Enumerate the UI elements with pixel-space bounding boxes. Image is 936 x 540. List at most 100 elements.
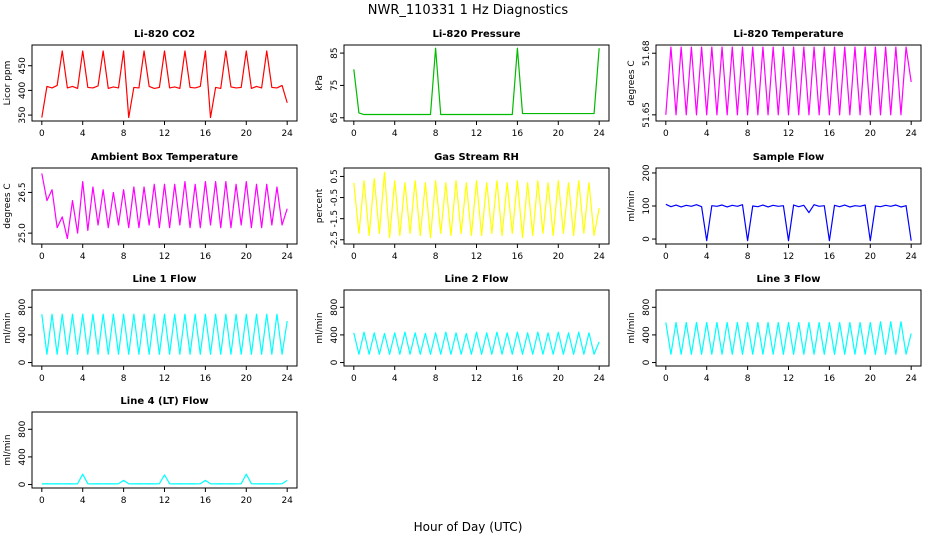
panel-title: Line 4 (LT) Flow	[120, 396, 208, 407]
plot-frame	[31, 411, 298, 489]
x-tick-label: 12	[783, 252, 794, 262]
x-tick-label: 20	[241, 252, 253, 262]
x-tick-label: 12	[159, 252, 170, 262]
x-tick-label: 24	[593, 252, 605, 262]
x-tick-label: 0	[663, 374, 669, 384]
y-tick-label: 100	[642, 197, 652, 214]
y-tick-label: 0	[642, 359, 652, 365]
plot-frame	[343, 289, 610, 367]
x-tick-label: 16	[200, 129, 212, 139]
x-tick-label: 20	[241, 374, 253, 384]
x-tick-label: 24	[281, 496, 293, 506]
x-tick-label: 20	[865, 129, 877, 139]
x-tick-label: 20	[553, 129, 565, 139]
x-tick-label: 8	[745, 129, 751, 139]
series-line	[665, 203, 912, 242]
panel-title: Ambient Box Temperature	[91, 152, 238, 163]
x-tick-label: 20	[241, 129, 253, 139]
x-tick-label: 24	[905, 129, 917, 139]
y-axis-label: kPa	[315, 75, 325, 91]
x-tick-label: 8	[121, 129, 127, 139]
x-tick-label: 0	[39, 496, 45, 506]
series-line	[665, 321, 912, 355]
x-tick-label: 24	[281, 374, 293, 384]
x-tick-label: 12	[159, 129, 170, 139]
y-axis-label: Licor ppm	[3, 61, 13, 106]
x-tick-label: 24	[905, 252, 917, 262]
x-tick-label: 16	[824, 129, 836, 139]
x-tick-label: 4	[704, 252, 710, 262]
plot-frame	[31, 289, 298, 367]
y-tick-label: 0	[642, 236, 652, 242]
x-axis-label: Hour of Day (UTC)	[414, 520, 523, 534]
x-tick-label: 4	[704, 374, 710, 384]
y-tick-label: 85	[330, 47, 340, 58]
series-line	[41, 50, 288, 119]
x-tick-label: 16	[824, 252, 836, 262]
x-tick-label: 20	[553, 252, 565, 262]
panel-title: Li-820 Pressure	[432, 29, 520, 40]
x-tick-label: 20	[865, 252, 877, 262]
panel-title: Li-820 Temperature	[733, 29, 843, 40]
y-tick-label: 0.5	[330, 169, 340, 183]
x-tick-label: 24	[281, 252, 293, 262]
x-tick-label: 0	[39, 374, 45, 384]
panel-title: Line 3 Flow	[757, 274, 821, 285]
x-tick-label: 24	[593, 374, 605, 384]
y-tick-label: 800	[330, 298, 340, 315]
y-tick-label: 51.65	[642, 102, 652, 128]
y-tick-label: 0	[330, 359, 340, 365]
x-tick-label: 12	[471, 252, 482, 262]
x-tick-label: 8	[121, 374, 127, 384]
x-tick-label: 4	[80, 374, 86, 384]
x-tick-label: 20	[241, 496, 253, 506]
x-tick-label: 20	[865, 374, 877, 384]
x-tick-label: 0	[351, 374, 357, 384]
panel-title: Sample Flow	[753, 152, 825, 163]
series-line	[353, 47, 600, 116]
panel-title: Gas Stream RH	[434, 152, 519, 163]
x-tick-label: 8	[433, 252, 439, 262]
x-tick-label: 4	[80, 252, 86, 262]
y-axis-label: degrees C	[3, 183, 13, 228]
x-tick-label: 0	[663, 252, 669, 262]
x-tick-label: 8	[121, 252, 127, 262]
y-axis-label: ml/min	[627, 312, 637, 343]
y-tick-label: 25.0	[18, 223, 28, 243]
y-tick-label: 400	[18, 448, 28, 465]
y-tick-label: -0.5	[330, 189, 340, 207]
x-tick-label: 0	[663, 129, 669, 139]
x-tick-label: 20	[553, 374, 565, 384]
y-tick-label: 350	[18, 106, 28, 123]
x-tick-label: 8	[745, 374, 751, 384]
y-axis-label: degrees C	[627, 60, 637, 105]
x-tick-label: 4	[80, 129, 86, 139]
series-line	[353, 171, 600, 239]
y-tick-label: -1.5	[330, 210, 340, 228]
x-tick-label: 0	[39, 129, 45, 139]
x-tick-label: 4	[704, 129, 710, 139]
y-tick-label: 400	[18, 82, 28, 99]
x-tick-label: 4	[392, 252, 398, 262]
x-tick-label: 8	[433, 129, 439, 139]
x-tick-label: 16	[200, 374, 212, 384]
y-axis-label: ml/min	[315, 312, 325, 343]
x-tick-label: 8	[121, 496, 127, 506]
panel-title: Line 2 Flow	[445, 274, 509, 285]
y-tick-label: 800	[18, 420, 28, 437]
x-tick-label: 24	[593, 129, 605, 139]
x-tick-label: 16	[512, 252, 524, 262]
plot-frame	[31, 44, 298, 122]
y-tick-label: 400	[330, 326, 340, 343]
figure-title: NWR_110331 1 Hz Diagnostics	[368, 3, 569, 18]
x-tick-label: 0	[39, 252, 45, 262]
y-tick-label: 400	[18, 326, 28, 343]
x-tick-label: 8	[433, 374, 439, 384]
x-tick-label: 16	[512, 374, 524, 384]
x-tick-label: 12	[159, 496, 170, 506]
y-tick-label: -2.5	[330, 231, 340, 249]
y-tick-label: 0	[18, 481, 28, 487]
series-line	[41, 473, 288, 485]
y-tick-label: 75	[330, 80, 340, 91]
